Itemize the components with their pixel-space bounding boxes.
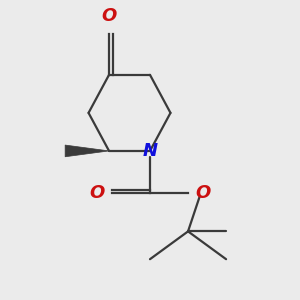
Text: O: O: [101, 7, 117, 25]
Text: N: N: [142, 142, 158, 160]
Polygon shape: [65, 145, 109, 157]
Text: O: O: [89, 184, 105, 202]
Text: O: O: [195, 184, 211, 202]
